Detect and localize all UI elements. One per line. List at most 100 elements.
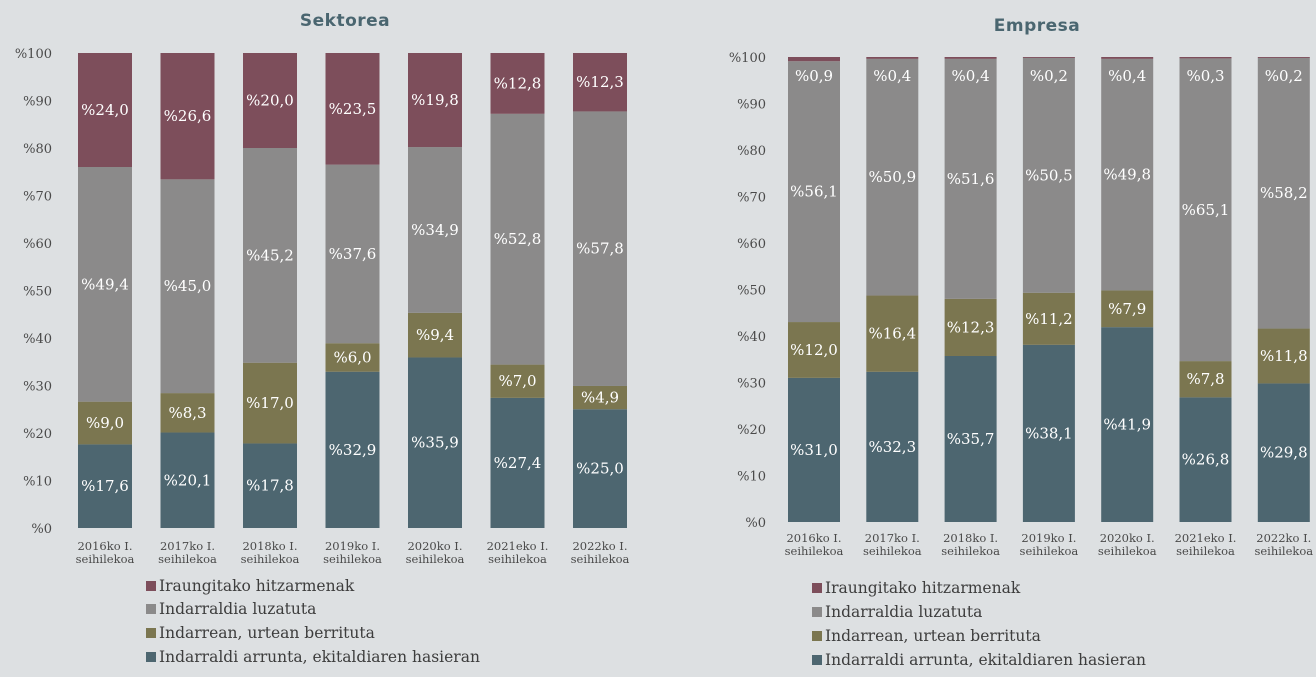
bar-segment (1022, 57, 1075, 58)
data-label: %50,9 (868, 168, 916, 186)
bar-segment (325, 371, 380, 528)
bar-segment (944, 298, 997, 356)
bar-segment (573, 385, 627, 410)
data-label: %11,8 (1260, 347, 1308, 365)
bar-segment (78, 444, 132, 528)
data-label: %50,5 (1025, 166, 1073, 184)
y-tick-label: %0 (31, 522, 52, 537)
data-label: %51,6 (947, 170, 995, 188)
bar-segment (490, 364, 545, 398)
data-label: %31,0 (790, 441, 838, 459)
data-label: %37,6 (329, 245, 377, 263)
data-label: %19,8 (411, 91, 459, 109)
data-label: %12,3 (947, 318, 995, 336)
bar-segment (243, 148, 297, 363)
y-tick-label: %50 (23, 285, 52, 300)
y-tick-label: %50 (737, 284, 766, 299)
bar-segment (1179, 58, 1232, 362)
data-label: %45,0 (164, 277, 212, 295)
x-tick-label: 2021eko I. seihilekoa (1175, 531, 1237, 558)
data-label: %7,9 (1108, 300, 1146, 318)
y-tick-label: %60 (737, 237, 766, 252)
y-tick-label: %10 (737, 470, 766, 485)
legend-swatch (146, 604, 156, 614)
bar-segment (1257, 383, 1310, 522)
data-label: %20,1 (164, 471, 212, 489)
x-tick-label: 2021eko I. seihilekoa (487, 539, 549, 566)
legend-label: Indarraldia luzatuta (159, 600, 316, 618)
bar-segment (1101, 57, 1154, 59)
bar-segment (325, 343, 380, 372)
bar-segment (160, 393, 215, 433)
data-label: %26,6 (164, 107, 212, 125)
legend-label: Indarrean, urtean berrituta (825, 627, 1041, 645)
x-tick-label: 2016ko I. seihilekoa (785, 531, 844, 558)
bar-segment (408, 357, 462, 528)
data-label: %17,6 (81, 477, 129, 495)
x-tick-label: 2020ko I. seihilekoa (1098, 531, 1157, 558)
data-label: %8,3 (168, 404, 206, 422)
y-tick-label: %90 (23, 95, 52, 110)
bar-segment (788, 61, 840, 323)
bar-segment (573, 409, 627, 528)
legend-label: Indarraldi arrunta, ekitaldiaren hasiera… (825, 651, 1146, 669)
bar-segment (866, 295, 919, 372)
data-label: %32,3 (868, 438, 916, 456)
data-label: %17,8 (246, 477, 294, 495)
bar-segment (243, 362, 297, 444)
data-label: %0,4 (1108, 67, 1146, 85)
bar-segment (78, 401, 132, 445)
bar-segment (490, 113, 545, 365)
data-label: %45,2 (246, 246, 294, 264)
bar-segment (1257, 328, 1310, 384)
bar-segment (866, 371, 919, 522)
legend-swatch (146, 581, 156, 591)
y-tick-label: %40 (737, 330, 766, 345)
x-tick-label: 2022ko I. seihilekoa (1254, 531, 1313, 558)
x-tick-label: 2017ko I. seihilekoa (158, 539, 217, 566)
data-label: %25,0 (576, 460, 624, 478)
x-tick-label: 2019ko I. seihilekoa (323, 539, 382, 566)
bar-segment (1179, 57, 1232, 59)
y-tick-label: %20 (737, 423, 766, 438)
data-label: %11,2 (1025, 310, 1073, 328)
bar-segment (160, 53, 215, 180)
data-label: %27,4 (494, 454, 542, 472)
legend-label: Iraungitako hitzarmenak (159, 577, 355, 595)
bar-segment (1101, 327, 1154, 522)
bar-segment (160, 179, 215, 394)
bar-segment (490, 53, 545, 114)
y-tick-label: %70 (23, 190, 52, 205)
legend-label: Iraungitako hitzarmenak (825, 579, 1021, 597)
bar-segment (866, 58, 919, 296)
data-label: %0,3 (1186, 67, 1224, 85)
data-label: %58,2 (1260, 184, 1308, 202)
y-tick-label: %80 (23, 142, 52, 157)
legend-label: Indarraldia luzatuta (825, 603, 982, 621)
data-label: %9,0 (86, 414, 124, 432)
bar-segment (788, 377, 840, 522)
bar-segment (1179, 361, 1232, 398)
bar-segment (1101, 290, 1154, 328)
data-label: %0,9 (795, 67, 833, 85)
x-tick-label: 2018ko I. seihilekoa (941, 531, 1000, 558)
data-label: %7,0 (498, 372, 536, 390)
y-tick-label: %0 (745, 516, 766, 531)
data-label: %12,0 (790, 341, 838, 359)
data-label: %9,4 (416, 326, 454, 344)
x-tick-label: 2019ko I. seihilekoa (1020, 531, 1079, 558)
legend-swatch (146, 628, 156, 638)
legend-label: Indarrean, urtean berrituta (159, 624, 375, 642)
bar-segment (1022, 292, 1075, 345)
bar-segment (944, 58, 997, 299)
data-label: %16,4 (868, 325, 916, 343)
data-label: %4,9 (581, 389, 619, 407)
legend-swatch (812, 583, 822, 593)
y-tick-label: %100 (729, 51, 766, 66)
bar-segment (325, 53, 380, 165)
bar-segment (944, 355, 997, 522)
bar-segment (1022, 344, 1075, 522)
y-tick-label: %20 (23, 427, 52, 442)
data-label: %57,8 (576, 240, 624, 258)
chart-title: Sektorea (300, 11, 390, 31)
